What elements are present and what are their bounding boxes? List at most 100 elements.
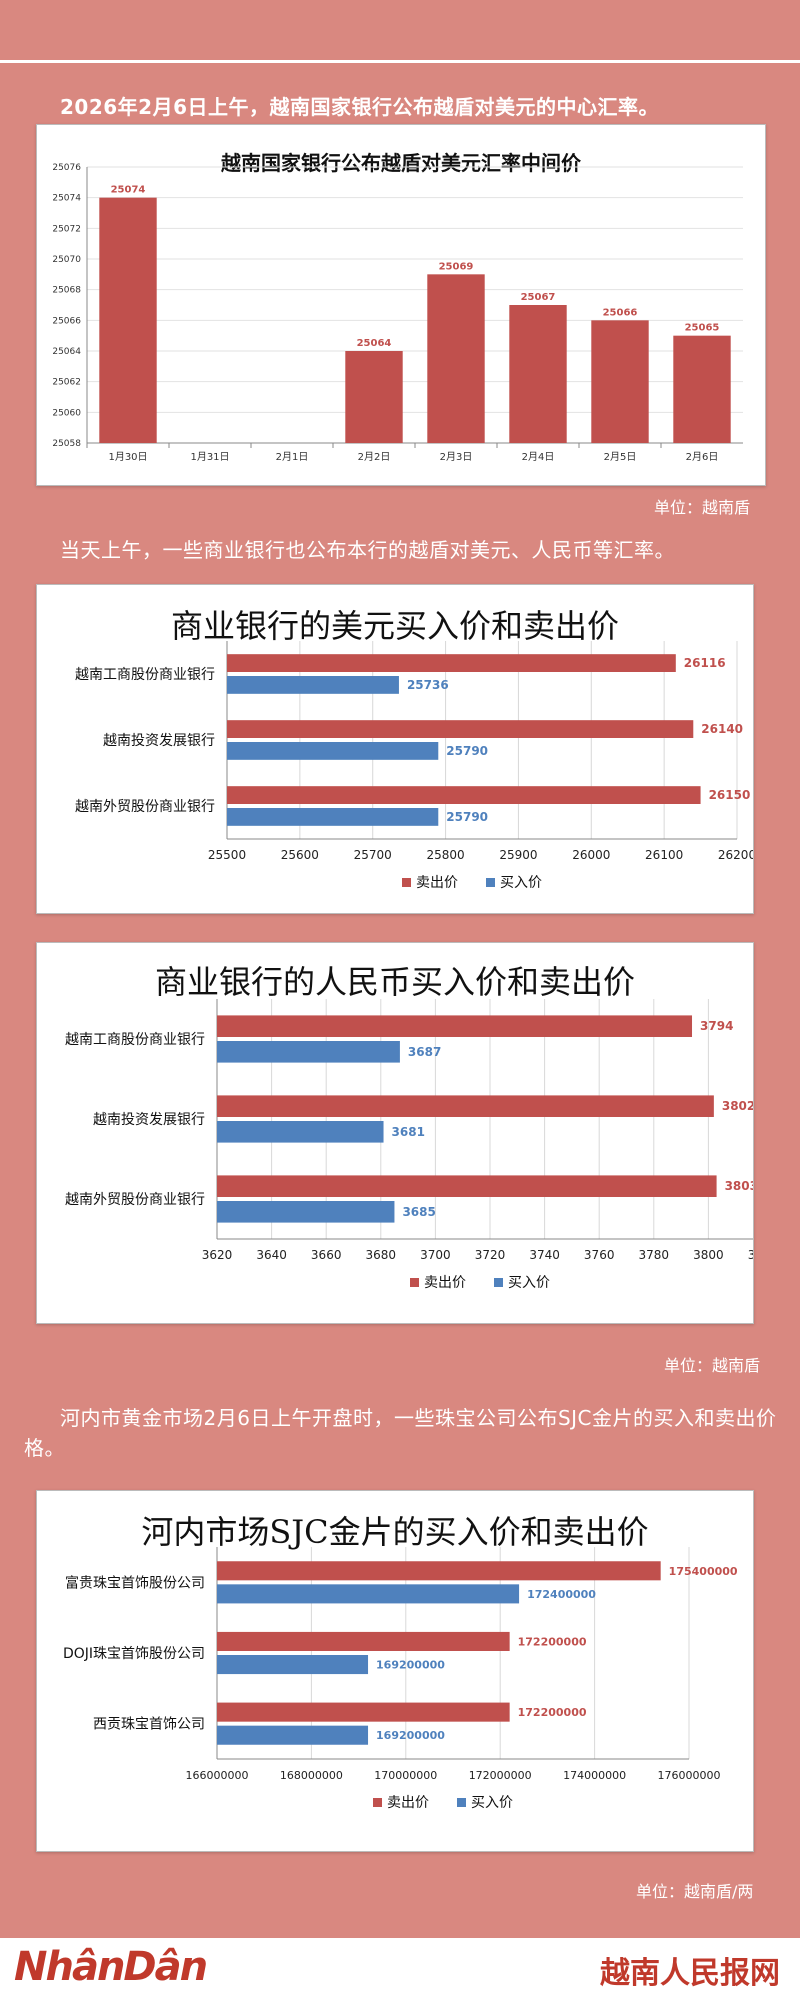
data-label: 169200000 (376, 1729, 445, 1742)
bar (217, 1702, 510, 1722)
chart-panel-cny: 商业银行的人民币买入价和卖出价 3620 3640 3660 3680 3700 3720… (36, 942, 754, 1324)
bar (227, 654, 676, 672)
x-tick-label: 3720 (475, 1248, 506, 1262)
category-label: 越南投资发展银行 (93, 1112, 205, 1128)
data-label: 25066 (603, 307, 638, 318)
x-tick-label: 2月5日 (604, 451, 637, 463)
legend-swatch (457, 1798, 466, 1807)
chart-title: 商业银行的人民币买入价和卖出价 (154, 963, 635, 1001)
x-tick-label: 25800 (426, 848, 464, 862)
legend-swatch (402, 878, 411, 887)
data-label: 3794 (700, 1019, 733, 1033)
gold-price-chart: 166000000 168000000 170000000 172000000 1740… (63, 1547, 738, 1811)
x-tick-label: 176000000 (658, 1769, 721, 1782)
bar (227, 742, 439, 760)
y-tick-label: 25076 (52, 163, 81, 173)
bar (509, 305, 567, 443)
x-tick-label: 3760 (584, 1248, 615, 1262)
x-tick-label: 170000000 (374, 1769, 437, 1782)
category-label: 越南工商股份商业银行 (75, 667, 215, 683)
bar (217, 1041, 400, 1063)
footer-bar: NhânDân 越南人民报网 (0, 1938, 800, 2000)
x-tick-label: 2月1日 (276, 451, 309, 463)
intro-paragraph-1: 2026年2月6日上午，越南国家银行公布越盾对美元的中心汇率。 (60, 95, 659, 119)
central-rate-chart: 25058 25060 25062 25064 25066 25068 25070 25072… (52, 163, 743, 463)
bar (217, 1175, 717, 1197)
bar (227, 786, 701, 804)
x-tick-label: 2月2日 (358, 451, 391, 463)
data-label: 25064 (357, 338, 392, 349)
data-label: 3681 (392, 1125, 425, 1139)
data-label: 172400000 (527, 1588, 596, 1601)
category-label: 越南工商股份商业银行 (65, 1032, 205, 1048)
data-label: 25067 (521, 292, 556, 303)
x-tick-label: 26000 (572, 848, 610, 862)
data-label: 25065 (685, 323, 720, 334)
bar (217, 1655, 369, 1675)
chart-panel-usd: 商业银行的美元买入价和卖出价 25500 25600 25700 25800 25900… (36, 584, 754, 914)
bar (217, 1561, 661, 1581)
x-tick-label: 1月30日 (108, 451, 147, 463)
legend-swatch (486, 878, 495, 887)
x-tick-label: 2月4日 (522, 451, 555, 463)
bar (227, 676, 399, 694)
y-tick-label: 25058 (52, 439, 81, 449)
data-label: 26140 (701, 722, 743, 736)
y-tick-label: 25074 (52, 194, 81, 204)
category-label: 越南外贸股份商业银行 (75, 799, 215, 815)
x-tick-label: 3740 (529, 1248, 560, 1262)
x-tick-label: 25600 (281, 848, 319, 862)
bar (227, 808, 439, 826)
chart-panel-gold: 河内市场SJC金片的买入价和卖出价 166000000 168000000 1700… (36, 1490, 754, 1852)
x-tick-label: 168000000 (280, 1769, 343, 1782)
x-tick-label: 1月31日 (190, 451, 229, 463)
legend-swatch (410, 1278, 419, 1287)
x-tick-label: 25900 (499, 848, 537, 862)
bar (345, 351, 403, 443)
chart-title: 越南国家银行公布越盾对美元汇率中间价 (221, 151, 581, 175)
y-tick-label: 25068 (52, 286, 81, 296)
unit-label-1: 单位：越南盾 (654, 498, 751, 517)
chart-title: 河内市场SJC金片的买入价和卖出价 (141, 1513, 649, 1551)
y-tick-label: 25062 (52, 378, 81, 388)
legend-swatch (373, 1798, 382, 1807)
legend-label: 买入价 (471, 1795, 513, 1811)
usd-rate-chart: 25500 25600 25700 25800 25900 26000 26100 26200… (75, 641, 753, 891)
top-divider (0, 60, 800, 63)
x-tick-label: 3780 (639, 1248, 670, 1262)
x-tick-label: 174000000 (563, 1769, 626, 1782)
bar (217, 1631, 510, 1651)
x-tick-label: 2月3日 (440, 451, 473, 463)
chart-panel-central-rate: 越南国家银行公布越盾对美元汇率中间价 25058 25060 25062 25064 2… (36, 124, 766, 486)
x-tick-label: 3800 (693, 1248, 724, 1262)
chart-title: 商业银行的美元买入价和卖出价 (170, 607, 619, 645)
data-label: 25736 (407, 678, 449, 692)
data-label: 172200000 (518, 1635, 587, 1648)
data-label: 3687 (408, 1045, 441, 1059)
x-tick-label: 26200 (718, 848, 753, 862)
x-tick-label: 3660 (311, 1248, 342, 1262)
data-label: 175400000 (669, 1565, 738, 1578)
x-tick-label: 25500 (208, 848, 246, 862)
bar (99, 197, 157, 443)
x-tick-label: 3680 (366, 1248, 397, 1262)
x-tick-label: 26100 (645, 848, 683, 862)
legend-label: 卖出价 (424, 1275, 466, 1291)
category-label: 越南外贸股份商业银行 (65, 1192, 205, 1208)
data-label: 169200000 (376, 1659, 445, 1672)
data-label: 25069 (439, 261, 474, 272)
bar (217, 1095, 714, 1117)
intro-paragraph-3: 河内市黄金市场2月6日上午开盘时，一些珠宝公司公布SJC金片的买入和卖出价格。 (24, 1406, 777, 1460)
data-label: 3685 (402, 1205, 435, 1219)
nhandan-logo: NhânDân (14, 1944, 208, 1990)
x-tick-label: 3700 (420, 1248, 451, 1262)
intro-paragraph-2: 当天上午，一些商业银行也公布本行的越盾对美元、人民币等汇率。 (60, 538, 675, 562)
unit-label-2: 单位：越南盾 (664, 1356, 761, 1375)
bar (673, 335, 731, 443)
legend-label: 买入价 (500, 875, 542, 891)
legend-label: 买入价 (508, 1275, 550, 1291)
x-tick-label: 172000000 (469, 1769, 532, 1782)
bar (217, 1584, 520, 1604)
legend-label: 卖出价 (416, 875, 458, 891)
bar (427, 274, 485, 443)
